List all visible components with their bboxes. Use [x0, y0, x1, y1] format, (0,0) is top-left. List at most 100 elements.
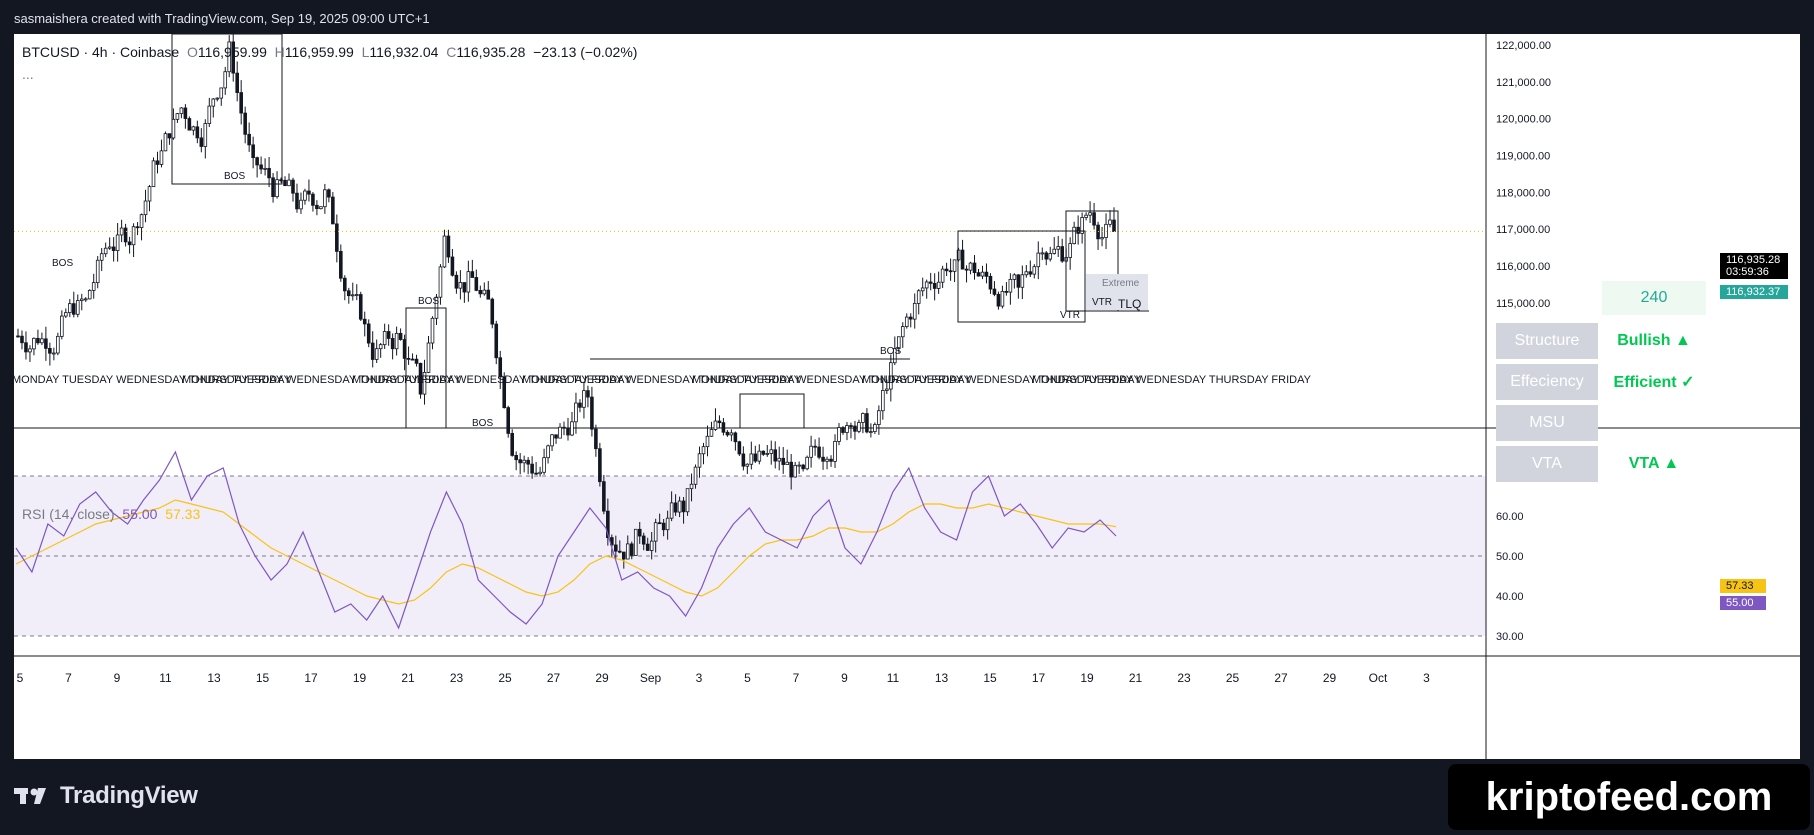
candle-body: [91, 282, 96, 291]
rsi-value: 55.00: [122, 506, 158, 522]
candle-body: [211, 98, 216, 107]
candle-body: [745, 463, 750, 467]
price-tick-label: 121,000.00: [1496, 77, 1551, 89]
candle-body: [231, 41, 236, 74]
candle-body: [183, 107, 188, 119]
candle-body: [793, 464, 797, 478]
candle-body: [32, 337, 36, 350]
candle-body: [1012, 274, 1017, 280]
candle-body: [36, 337, 40, 344]
structure-box: [405, 307, 447, 429]
candle-body: [948, 270, 953, 273]
candle-body: [346, 290, 351, 297]
candle-body: [645, 543, 650, 551]
time-tick-label: 25: [498, 671, 512, 685]
candle-body: [1036, 252, 1041, 268]
rsi-tick-label: 50.00: [1496, 551, 1524, 563]
candle-body: [813, 445, 817, 448]
candle-body: [602, 481, 606, 512]
time-tick-label: 15: [256, 671, 270, 685]
candle-body: [378, 344, 383, 350]
symbol-label[interactable]: BTCUSD · 4h · Coinbase: [22, 44, 180, 60]
candle-body: [40, 338, 44, 344]
candle-body: [653, 522, 658, 542]
vtr-label-2: VTR: [1060, 310, 1080, 321]
candle-body: [426, 342, 431, 373]
candle-body: [243, 112, 247, 135]
low-key: L: [361, 44, 370, 60]
time-tick-label: Oct: [1369, 671, 1388, 685]
candle-body: [135, 226, 140, 229]
candle-body: [618, 550, 622, 553]
time-tick-label: 27: [547, 671, 561, 685]
price-tick-label: 120,000.00: [1496, 114, 1551, 126]
more-indicators-button[interactable]: ...: [22, 66, 34, 82]
candle-body: [697, 453, 702, 468]
price-tick-label: 117,000.00: [1496, 224, 1550, 236]
countdown: 03:59:36: [1726, 266, 1769, 278]
candle-body: [578, 402, 582, 408]
candle-body: [841, 427, 845, 433]
candle-body: [972, 262, 977, 274]
candle-body: [438, 266, 443, 298]
candle-body: [127, 241, 132, 246]
panel-label-vta: VTA: [1496, 446, 1598, 482]
candle-body: [107, 246, 112, 249]
candle-body: [809, 445, 813, 458]
candle-body: [151, 160, 156, 188]
candle-body: [466, 271, 471, 293]
candle-body: [677, 500, 682, 513]
candle-body: [60, 315, 64, 337]
tradingview-brand: TradingView: [60, 782, 198, 809]
candle-body: [283, 179, 287, 187]
candle-body: [267, 167, 271, 179]
candle-body: [358, 294, 363, 320]
candle-body: [936, 281, 941, 289]
panel-label-msu: MSU: [1496, 405, 1598, 441]
candle-body: [900, 326, 905, 338]
tradingview-logo-icon: [14, 788, 46, 804]
time-tick-label: 21: [401, 671, 415, 685]
bos-label: BOS: [418, 296, 439, 307]
candle-body: [761, 450, 766, 455]
candle-body: [550, 434, 554, 447]
candle-body: [562, 426, 566, 429]
candle-body: [103, 247, 108, 255]
candle-body: [904, 316, 909, 327]
candle-body: [546, 445, 550, 459]
candle-body: [773, 449, 778, 462]
tradingview-logo[interactable]: TradingView: [14, 782, 198, 810]
candle-body: [988, 275, 993, 290]
rsi-ma-line: [15, 499, 1117, 605]
candle-body: [637, 528, 642, 537]
candle-body: [219, 87, 224, 99]
candle-body: [311, 193, 315, 206]
candle-body: [889, 362, 893, 390]
candle-body: [558, 426, 562, 439]
candle-body: [1016, 274, 1021, 288]
candle-body: [79, 298, 84, 301]
rsi-title[interactable]: RSI (14, close): [22, 506, 115, 522]
candle-body: [932, 282, 937, 289]
candle-body: [450, 256, 455, 276]
candle-body: [478, 289, 483, 295]
candle-body: [789, 461, 793, 478]
candle-body: [1104, 223, 1108, 238]
chart-area[interactable]: 112,000.00113,000.00114,000.00115,000.00…: [14, 34, 1800, 759]
candle-body: [554, 434, 558, 439]
candle-body: [410, 358, 415, 361]
candle-body: [123, 227, 128, 243]
candle-body: [1092, 212, 1096, 226]
panel-label-efficiency: Effeciency: [1496, 364, 1598, 400]
rsi-ma-badge: 57.33: [1720, 579, 1766, 593]
candle-body: [1032, 266, 1037, 275]
time-tick-label: 3: [696, 671, 703, 685]
candle-body: [370, 342, 375, 360]
candle-body: [669, 502, 674, 519]
panel-value-msu: [1602, 405, 1706, 441]
candle-body: [1044, 252, 1049, 260]
panel-value-vta: VTA ▲: [1628, 455, 1680, 472]
candle-body: [821, 456, 825, 462]
candle-body: [693, 466, 698, 485]
watermark-text: kriptofeed.com: [1485, 774, 1773, 819]
